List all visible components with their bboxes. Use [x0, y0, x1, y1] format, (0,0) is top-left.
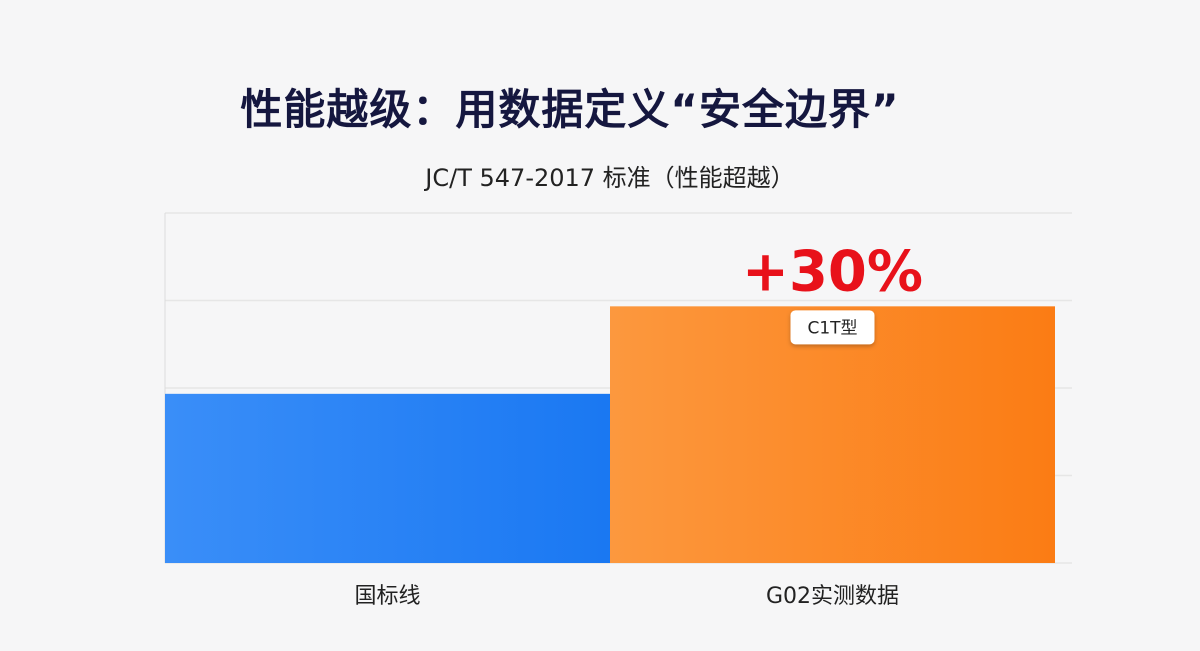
bar-national-standard — [165, 393, 610, 563]
chart-subtitle: JC/T 547-2017 标准（性能超越） — [425, 164, 795, 192]
model-badge: C1T型 — [790, 310, 875, 345]
increase-annotation: +30% — [742, 239, 923, 304]
category-label-national-standard: 国标线 — [354, 584, 420, 609]
bar-g02-measured — [610, 306, 1055, 563]
category-label-g02-measured: G02实测数据 — [766, 584, 899, 609]
chart-title: 性能越级：用数据定义“安全边界” — [240, 85, 900, 134]
model-badge-label: C1T型 — [807, 318, 857, 338]
